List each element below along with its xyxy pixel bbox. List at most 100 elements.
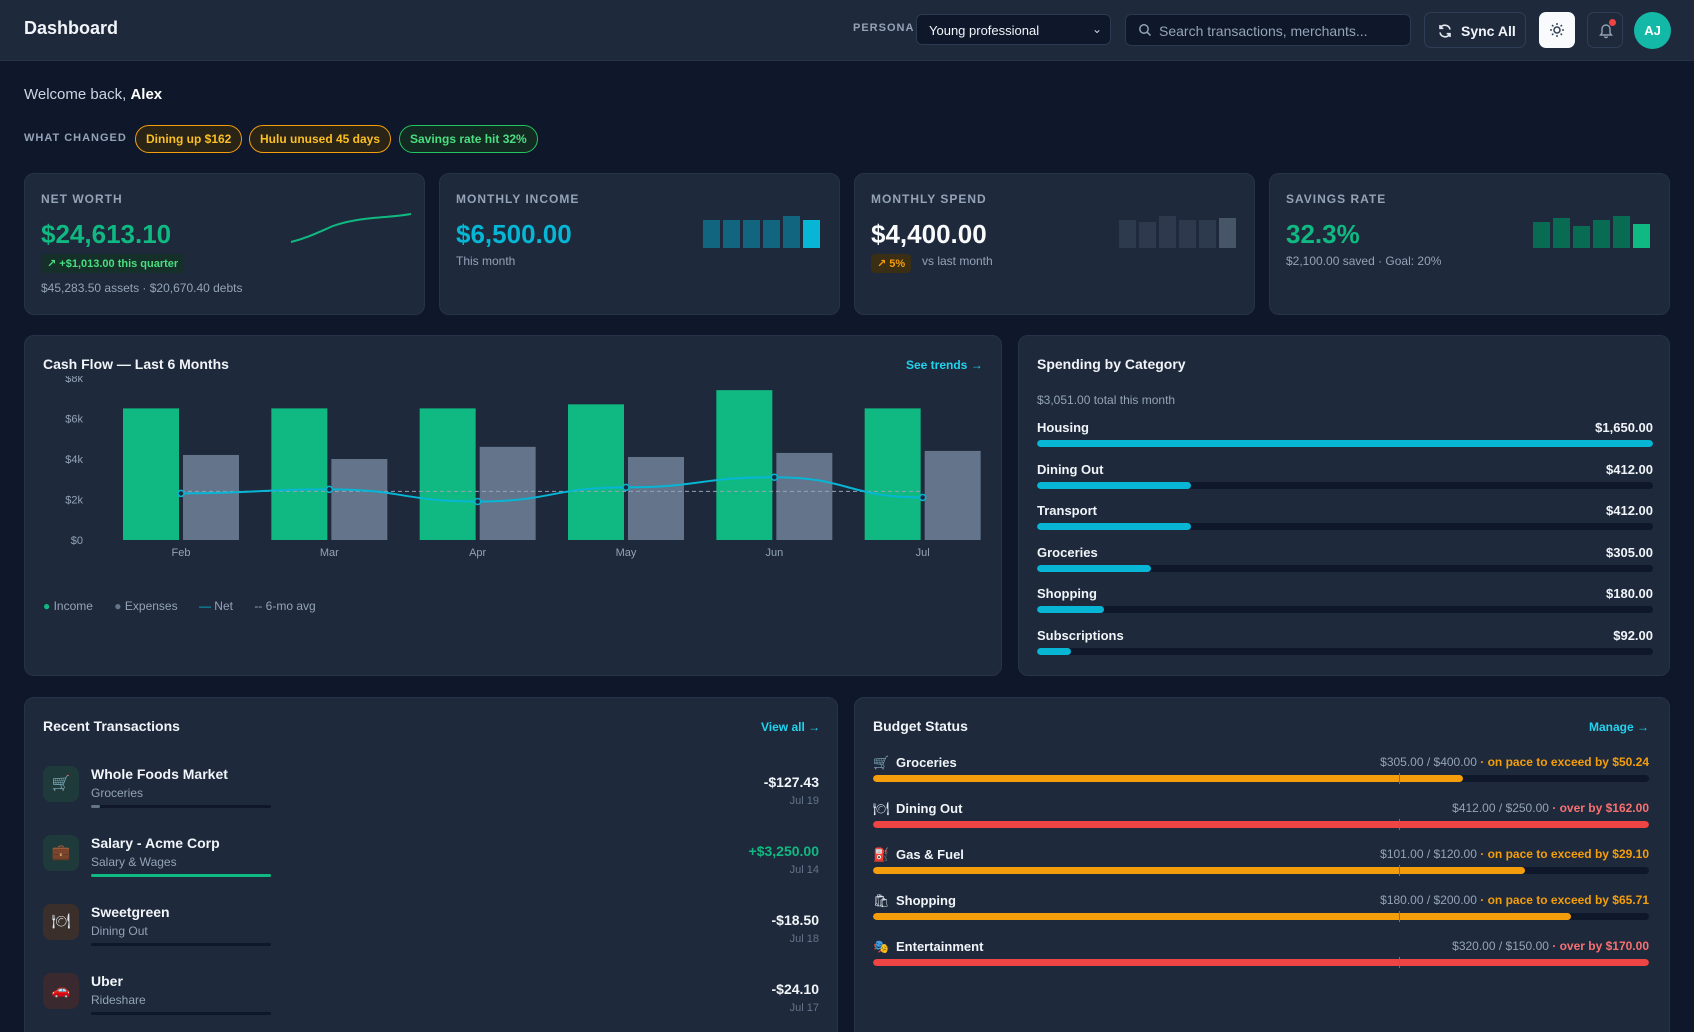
x-tick-label: Apr: [469, 547, 486, 559]
net-point[interactable]: [177, 489, 185, 498]
search-placeholder: Search transactions, merchants...: [1159, 23, 1368, 39]
transaction-date: Jul 18: [789, 933, 819, 945]
x-tick-label: May: [616, 547, 637, 559]
expense-bar[interactable]: [479, 446, 536, 540]
sync-all-button[interactable]: Sync All: [1424, 12, 1526, 48]
category-amount: $412.00: [1606, 461, 1653, 477]
category-name: Groceries: [1037, 544, 1098, 560]
savings-rate-value: 32.3%: [1286, 219, 1360, 249]
net-point[interactable]: [770, 473, 779, 481]
transaction-row[interactable]: 🛒 Whole Foods Market Groceries -$127.43 Jul …: [43, 762, 819, 826]
savings-mini-bars: [1533, 216, 1650, 248]
refresh-icon: [1437, 23, 1453, 44]
transaction-bar-fill: [91, 874, 271, 877]
budget-category: Entertainment: [896, 939, 984, 954]
income-bar[interactable]: [716, 390, 773, 540]
net-point[interactable]: [473, 497, 482, 506]
transaction-merchant: Sweetgreen: [91, 904, 170, 920]
expense-bar[interactable]: [331, 459, 388, 540]
monthly-spend-value: $4,400.00: [871, 219, 987, 249]
category-amount: $412.00: [1606, 503, 1653, 518]
app-title: Dashboard: [24, 18, 119, 38]
expense-bar[interactable]: [628, 456, 684, 540]
monthly-spend-card[interactable]: MONTHLY SPEND $4,400.00 ↗ 5% vs last mon…: [854, 173, 1255, 315]
cash-flow-panel: Cash Flow — Last 6 Months See trends → $…: [24, 335, 1002, 676]
budget-bar-fill: [873, 959, 1649, 966]
income-bar[interactable]: [568, 404, 624, 540]
avatar[interactable]: AJ: [1634, 12, 1671, 49]
budget-pace-marker: [1399, 819, 1400, 830]
budget-row[interactable]: ⛽ Gas & Fuel $101.00 / $120.00 · on pace t…: [873, 846, 1649, 886]
budget-amounts: $320.00 / $150.00: [1452, 939, 1549, 953]
budget-amounts: $412.00 / $250.00: [1452, 801, 1549, 815]
net-point[interactable]: [325, 485, 334, 494]
x-tick-label: Feb: [172, 547, 191, 559]
budget-amounts: $101.00 / $120.00: [1380, 847, 1477, 861]
transaction-row[interactable]: 🚗 Uber Rideshare -$24.10 Jul 17: [43, 969, 819, 1032]
category-row[interactable]: Housing $1,650.00: [1037, 420, 1653, 454]
manage-budgets-link[interactable]: Manage →: [1589, 720, 1650, 734]
theme-toggle-button[interactable]: [1539, 12, 1575, 48]
net-point[interactable]: [918, 493, 927, 502]
income-bar[interactable]: [419, 408, 476, 540]
category-row[interactable]: Groceries $305.00: [1037, 545, 1653, 579]
change-chip-savings[interactable]: Savings rate hit 32%: [399, 125, 538, 153]
category-row[interactable]: Transport $412.00: [1037, 503, 1653, 537]
category-name: Housing: [1037, 420, 1089, 435]
chevron-down-icon: ⌄: [1091, 22, 1102, 36]
budget-bar-track: [873, 821, 1649, 828]
transaction-row[interactable]: 🍽 Sweetgreen Dining Out -$18.50 Jul 18: [43, 900, 819, 964]
category-bar-fill: [1037, 440, 1653, 447]
monthly-income-label: MONTHLY INCOME: [456, 192, 580, 206]
expense-bar[interactable]: [924, 450, 981, 540]
transaction-category: Salary & Wages: [91, 855, 177, 869]
transaction-bar-fill: [91, 805, 100, 808]
transaction-category: Dining Out: [91, 924, 148, 938]
transaction-row[interactable]: 💼 Salary - Acme Corp Salary & Wages +$3,250…: [43, 831, 819, 895]
see-trends-link[interactable]: See trends →: [906, 358, 983, 372]
change-chip-dining[interactable]: Dining up $162: [135, 125, 243, 153]
category-bar-fill: [1037, 481, 1191, 489]
transaction-date: Jul 17: [789, 1002, 819, 1014]
category-row[interactable]: Subscriptions $92.00: [1037, 628, 1653, 662]
persona-select[interactable]: Young professional ⌄: [916, 14, 1111, 45]
expense-bar[interactable]: [183, 454, 239, 540]
net-worth-change-text: +$1,013.00 this quarter: [59, 258, 179, 270]
category-bar-fill: [1037, 523, 1191, 530]
monthly-spend-change-badge: ↗ 5%: [871, 254, 912, 273]
transaction-bar-track: [91, 943, 271, 946]
budget-category: Groceries: [896, 755, 957, 770]
expense-bar[interactable]: [776, 452, 833, 540]
income-bar[interactable]: [271, 408, 328, 540]
y-tick-label: $4k: [65, 454, 83, 466]
monthly-spend-sub: vs last month: [922, 254, 993, 268]
search-input[interactable]: Search transactions, merchants...: [1125, 14, 1411, 46]
budget-row[interactable]: 🛍 Shopping $180.00 / $200.00 · on pace to …: [873, 892, 1649, 932]
category-bar-track: [1037, 523, 1653, 530]
category-row[interactable]: Shopping $180.00: [1037, 586, 1653, 620]
monthly-income-card[interactable]: MONTHLY INCOME $6,500.00 This month: [439, 173, 840, 315]
budget-row[interactable]: 🛒 Groceries $305.00 / $400.00 · on pace to…: [873, 754, 1649, 794]
budget-amounts: $305.00 / $400.00: [1380, 755, 1477, 769]
change-chip-hulu[interactable]: Hulu unused 45 days: [249, 125, 392, 153]
legend-expenses: ● Expenses: [114, 599, 178, 613]
net-worth-label: NET WORTH: [41, 192, 123, 206]
x-tick-label: Jun: [765, 547, 783, 559]
net-point[interactable]: [622, 483, 630, 492]
income-bar[interactable]: [123, 408, 179, 540]
transaction-date: Jul 14: [789, 864, 819, 876]
notifications-button[interactable]: [1587, 12, 1623, 48]
view-all-link[interactable]: View all →: [761, 720, 821, 734]
net-worth-card[interactable]: NET WORTH $24,613.10 ↗ +$1,013.00 this q…: [24, 173, 425, 315]
bags-icon: 🛍: [873, 893, 890, 908]
budget-pace-marker: [1399, 865, 1400, 876]
category-bar-track: [1037, 606, 1653, 613]
budget-row[interactable]: 🍽 Dining Out $412.00 / $250.00 · over by $…: [873, 800, 1649, 840]
budget-bar-fill: [873, 775, 1463, 782]
welcome-message: Welcome back, Alex: [24, 86, 162, 103]
savings-rate-card[interactable]: SAVINGS RATE 32.3% $2,100.00 saved · Goa…: [1269, 173, 1670, 315]
income-bar[interactable]: [864, 408, 921, 540]
budget-row[interactable]: 🎭 Entertainment $320.00 / $150.00 · over b…: [873, 938, 1649, 978]
category-row[interactable]: Dining Out $412.00: [1037, 462, 1653, 496]
cash-flow-legend: ● Income ● Expenses — Net -- 6-mo avg: [43, 599, 334, 613]
